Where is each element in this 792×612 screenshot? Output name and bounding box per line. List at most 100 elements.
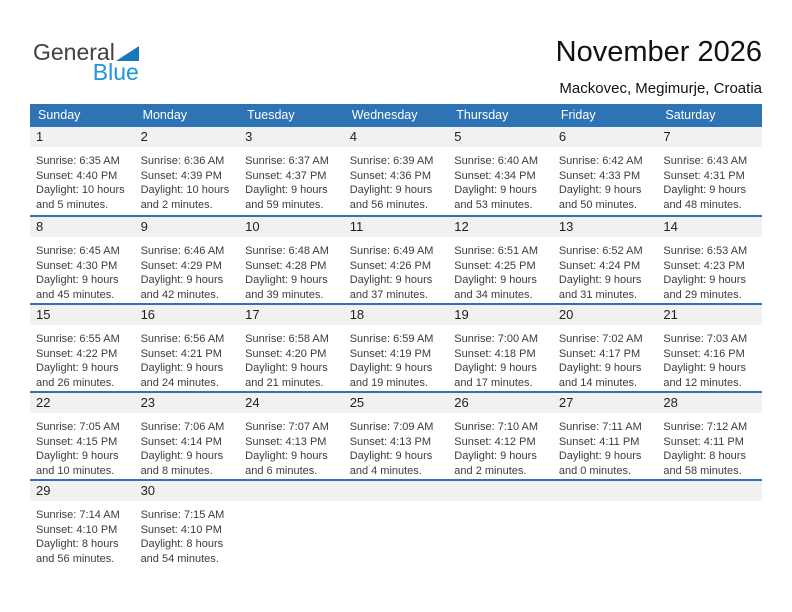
sunset-text: Sunset: 4:37 PM bbox=[245, 169, 327, 182]
sunrise-text: Sunrise: 6:45 AM bbox=[36, 245, 120, 257]
day-details: Sunrise: 6:59 AM Sunset: 4:19 PM Daylight:… bbox=[344, 325, 449, 390]
day-number-band: 1 bbox=[30, 127, 135, 147]
day-number-band bbox=[552, 481, 658, 501]
daylight-text-line1: Daylight: 9 hours bbox=[36, 450, 119, 463]
day-details: Sunrise: 7:06 AM Sunset: 4:14 PM Daylight:… bbox=[135, 413, 240, 478]
daylight-text-line2: and 59 minutes. bbox=[245, 198, 324, 211]
day-number-band: 4 bbox=[343, 127, 449, 147]
calendar-header-row: Sunday Monday Tuesday Wednesday Thursday… bbox=[30, 104, 762, 127]
calendar-week-row: 22 Sunrise: 7:05 AM Sunset: 4:15 PM Dayligh… bbox=[30, 391, 762, 479]
sunrise-text: Sunrise: 7:06 AM bbox=[140, 421, 225, 433]
daylight-text-line2: and 56 minutes. bbox=[36, 552, 115, 565]
day-details: Sunrise: 6:53 AM Sunset: 4:23 PM Daylight:… bbox=[657, 237, 762, 302]
day-number-band: 7 bbox=[657, 127, 762, 147]
day-number: 17 bbox=[245, 307, 260, 322]
calendar-day-cell: 12 Sunrise: 6:51 AM Sunset: 4:25 PM Dayligh… bbox=[448, 217, 553, 303]
day-number: 3 bbox=[245, 129, 253, 144]
day-number: 22 bbox=[36, 395, 51, 410]
sunset-text: Sunset: 4:33 PM bbox=[558, 169, 641, 182]
daylight-text-line2: and 54 minutes. bbox=[140, 552, 219, 565]
daylight-text-line2: and 17 minutes. bbox=[454, 376, 533, 389]
calendar-day-cell: 6 Sunrise: 6:42 AM Sunset: 4:33 PM Daylight… bbox=[552, 127, 658, 215]
day-number: 2 bbox=[140, 129, 148, 144]
sunrise-text: Sunrise: 6:36 AM bbox=[140, 155, 225, 167]
logo-line1: General bbox=[33, 41, 139, 64]
sunset-text: Sunset: 4:40 PM bbox=[36, 169, 118, 182]
sunrise-text: Sunrise: 6:51 AM bbox=[454, 245, 539, 257]
calendar-day-cell: 19 Sunrise: 7:00 AM Sunset: 4:18 PM Dayligh… bbox=[448, 305, 553, 391]
daylight-text-line2: and 26 minutes. bbox=[36, 376, 115, 389]
sunrise-text: Sunrise: 7:05 AM bbox=[36, 421, 120, 433]
logo-triangle-icon bbox=[115, 45, 139, 61]
day-number: 6 bbox=[558, 129, 567, 144]
calendar-empty-cell bbox=[343, 481, 449, 567]
day-details: Sunrise: 7:12 AM Sunset: 4:11 PM Daylight:… bbox=[657, 413, 762, 478]
calendar-day-cell: 24 Sunrise: 7:07 AM Sunset: 4:13 PM Dayligh… bbox=[239, 393, 344, 479]
sunrise-text: Sunrise: 7:11 AM bbox=[558, 421, 642, 433]
sunrise-text: Sunrise: 6:35 AM bbox=[36, 155, 120, 167]
day-number-band: 3 bbox=[239, 127, 344, 147]
calendar-day-cell: 7 Sunrise: 6:43 AM Sunset: 4:31 PM Daylight… bbox=[657, 127, 762, 215]
calendar-day-cell: 30 Sunrise: 7:15 AM Sunset: 4:10 PM Dayligh… bbox=[134, 481, 240, 567]
day-number: 13 bbox=[558, 219, 574, 234]
daylight-text-line2: and 2 minutes. bbox=[140, 198, 213, 211]
day-details: Sunrise: 7:00 AM Sunset: 4:18 PM Daylight:… bbox=[448, 325, 553, 390]
daylight-text-line1: Daylight: 9 hours bbox=[558, 184, 642, 197]
calendar-day-cell: 28 Sunrise: 7:12 AM Sunset: 4:11 PM Dayligh… bbox=[657, 393, 762, 479]
calendar-day-cell: 21 Sunrise: 7:03 AM Sunset: 4:16 PM Dayligh… bbox=[657, 305, 762, 391]
day-number: 19 bbox=[454, 307, 469, 322]
sunrise-text: Sunrise: 6:46 AM bbox=[140, 245, 225, 257]
sunrise-text: Sunrise: 6:58 AM bbox=[245, 333, 329, 345]
sunset-text: Sunset: 4:21 PM bbox=[140, 347, 222, 360]
day-details: Sunrise: 6:42 AM Sunset: 4:33 PM Daylight:… bbox=[553, 147, 658, 212]
calendar-day-cell: 14 Sunrise: 6:53 AM Sunset: 4:23 PM Dayligh… bbox=[657, 217, 762, 303]
day-number: 23 bbox=[140, 395, 156, 410]
day-number-band: 22 bbox=[30, 393, 135, 413]
sunrise-text: Sunrise: 7:14 AM bbox=[36, 509, 120, 521]
sunset-text: Sunset: 4:13 PM bbox=[245, 435, 327, 448]
sunrise-text: Sunrise: 6:59 AM bbox=[349, 333, 434, 345]
day-details: Sunrise: 6:37 AM Sunset: 4:37 PM Daylight:… bbox=[239, 147, 344, 212]
sunrise-text: Sunrise: 6:53 AM bbox=[663, 245, 748, 257]
sunrise-text: Sunrise: 7:02 AM bbox=[558, 333, 643, 345]
sunrise-text: Sunrise: 6:40 AM bbox=[454, 155, 539, 167]
sunset-text: Sunset: 4:30 PM bbox=[36, 259, 118, 272]
calendar-day-cell: 29 Sunrise: 7:14 AM Sunset: 4:10 PM Dayligh… bbox=[30, 481, 135, 567]
calendar-day-cell: 17 Sunrise: 6:58 AM Sunset: 4:20 PM Dayligh… bbox=[239, 305, 344, 391]
daylight-text-line2: and 45 minutes. bbox=[36, 288, 115, 301]
calendar-day-cell: 20 Sunrise: 7:02 AM Sunset: 4:17 PM Dayligh… bbox=[552, 305, 658, 391]
daylight-text-line2: and 34 minutes. bbox=[454, 288, 533, 301]
day-number: 26 bbox=[454, 395, 469, 410]
sunset-text: Sunset: 4:12 PM bbox=[454, 435, 536, 448]
sunset-text: Sunset: 4:26 PM bbox=[349, 259, 432, 272]
calendar-week-row: 8 Sunrise: 6:45 AM Sunset: 4:30 PM Daylight… bbox=[30, 215, 762, 303]
day-number: 27 bbox=[558, 395, 574, 410]
daylight-text-line2: and 50 minutes. bbox=[558, 198, 638, 211]
day-header-tuesday: Tuesday bbox=[247, 108, 295, 122]
day-number: 16 bbox=[140, 307, 156, 322]
day-details: Sunrise: 6:39 AM Sunset: 4:36 PM Daylight:… bbox=[344, 147, 449, 212]
daylight-text-line2: and 19 minutes. bbox=[349, 376, 428, 389]
daylight-text-line1: Daylight: 9 hours bbox=[245, 362, 328, 375]
day-number-band: 14 bbox=[657, 217, 762, 237]
day-number: 7 bbox=[663, 129, 671, 144]
day-number-band bbox=[239, 481, 344, 501]
sunset-text: Sunset: 4:17 PM bbox=[558, 347, 641, 360]
day-details: Sunrise: 6:36 AM Sunset: 4:39 PM Daylight:… bbox=[135, 147, 240, 212]
day-number-band: 26 bbox=[448, 393, 553, 413]
day-number-band bbox=[657, 481, 762, 501]
day-number-band: 16 bbox=[134, 305, 240, 325]
day-number: 15 bbox=[36, 307, 51, 322]
daylight-text-line1: Daylight: 9 hours bbox=[140, 450, 224, 463]
sunset-text: Sunset: 4:39 PM bbox=[140, 169, 222, 182]
sunrise-text: Sunrise: 7:12 AM bbox=[663, 421, 748, 433]
sunrise-text: Sunrise: 7:00 AM bbox=[454, 333, 539, 345]
daylight-text-line2: and 48 minutes. bbox=[663, 198, 742, 211]
calendar-day-cell: 4 Sunrise: 6:39 AM Sunset: 4:36 PM Daylight… bbox=[343, 127, 449, 215]
day-details: Sunrise: 7:02 AM Sunset: 4:17 PM Daylight:… bbox=[553, 325, 658, 390]
day-number-band: 10 bbox=[239, 217, 344, 237]
day-number: 9 bbox=[140, 219, 148, 234]
daylight-text-line1: Daylight: 9 hours bbox=[663, 184, 746, 197]
sunrise-text: Sunrise: 6:39 AM bbox=[349, 155, 434, 167]
day-number: 28 bbox=[663, 395, 678, 410]
